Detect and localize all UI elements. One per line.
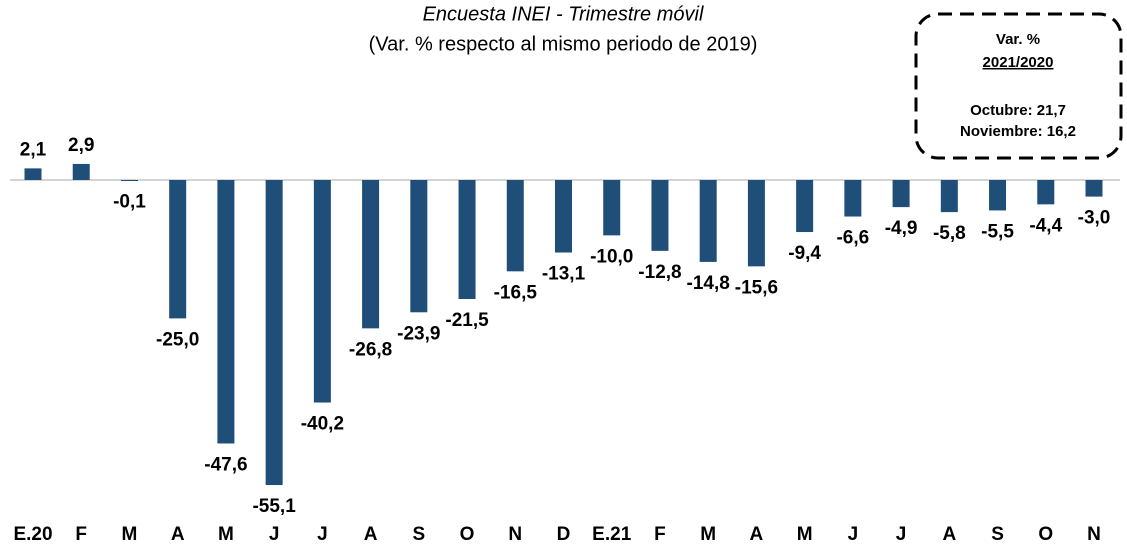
bar [265, 180, 283, 485]
annotation-box [914, 12, 1123, 160]
annotation-title: Var. % [996, 31, 1040, 48]
bar [169, 180, 187, 319]
x-tick-label: E.20 [13, 524, 52, 545]
x-tick-label: E.21 [592, 524, 632, 545]
bar [72, 163, 90, 180]
x-tick-label: N [508, 524, 522, 545]
bar [24, 168, 42, 180]
value-label: -14,8 [687, 273, 730, 294]
bar [892, 180, 910, 208]
x-tick-label: J [269, 524, 280, 545]
x-tick-label: N [1087, 524, 1101, 545]
bar [747, 180, 765, 267]
x-tick-label: J [317, 524, 328, 545]
bar [699, 180, 717, 262]
x-tick-label: A [171, 524, 185, 545]
x-tick-label: J [896, 524, 907, 545]
bar [940, 180, 958, 213]
x-tick-label: O [460, 524, 475, 545]
value-label: -5,5 [981, 221, 1014, 242]
x-tick-label: D [557, 524, 571, 545]
value-label: -12,8 [638, 262, 681, 283]
value-label: -55,1 [252, 496, 296, 517]
bar [1037, 180, 1055, 205]
value-label: -6,6 [836, 228, 869, 249]
x-tick-label: F [654, 524, 666, 545]
x-tick-label: M [218, 524, 234, 545]
value-label: -0,1 [113, 192, 146, 213]
bar [555, 180, 572, 253]
value-label: -15,6 [735, 277, 778, 298]
x-tick-label: S [412, 524, 425, 545]
value-label: -40,2 [301, 414, 344, 435]
bar [458, 180, 476, 300]
value-label: -13,1 [542, 264, 586, 285]
value-label: -10,0 [590, 246, 633, 267]
bar [989, 180, 1007, 211]
chart-title: Encuesta INEI - Trimestre móvil [423, 3, 704, 25]
value-label: 2,9 [68, 135, 94, 156]
x-tick-label: M [797, 524, 813, 545]
bar [410, 180, 428, 313]
annotation-period: 2021/2020 [983, 54, 1054, 71]
value-label: -47,6 [204, 455, 247, 476]
value-label: 2,1 [20, 139, 47, 160]
value-label: -9,4 [788, 243, 821, 264]
x-tick-label: J [848, 524, 859, 545]
x-tick-label: A [942, 524, 956, 545]
value-label: -4,9 [885, 218, 918, 239]
value-label: -4,4 [1029, 215, 1062, 236]
bar [796, 180, 814, 233]
annotation-line: Noviembre: 16,2 [960, 123, 1076, 140]
x-tick-label: A [364, 524, 378, 545]
x-tick-label: A [750, 524, 764, 545]
bar [313, 180, 331, 403]
annotation-line: Octubre: 21,7 [970, 102, 1066, 119]
value-label: -5,8 [933, 223, 966, 244]
x-tick-label: O [1038, 524, 1053, 545]
bar [506, 180, 524, 272]
x-tick-label: F [75, 524, 87, 545]
bar [362, 180, 380, 329]
bar [1085, 180, 1103, 197]
value-label: -23,9 [397, 323, 440, 344]
bar [217, 180, 235, 444]
x-tick-label: S [991, 524, 1004, 545]
bar [844, 180, 862, 217]
value-label: -26,8 [349, 339, 392, 360]
bar [120, 180, 138, 181]
value-label: -21,5 [445, 310, 489, 331]
chart-subtitle: (Var. % respecto al mismo periodo de 201… [369, 33, 758, 55]
value-label: -3,0 [1078, 208, 1111, 229]
bar [603, 180, 621, 236]
value-label: -25,0 [156, 329, 199, 350]
x-tick-label: M [700, 524, 716, 545]
value-label: -16,5 [494, 282, 538, 303]
x-tick-label: M [122, 524, 138, 545]
bar [651, 180, 669, 251]
